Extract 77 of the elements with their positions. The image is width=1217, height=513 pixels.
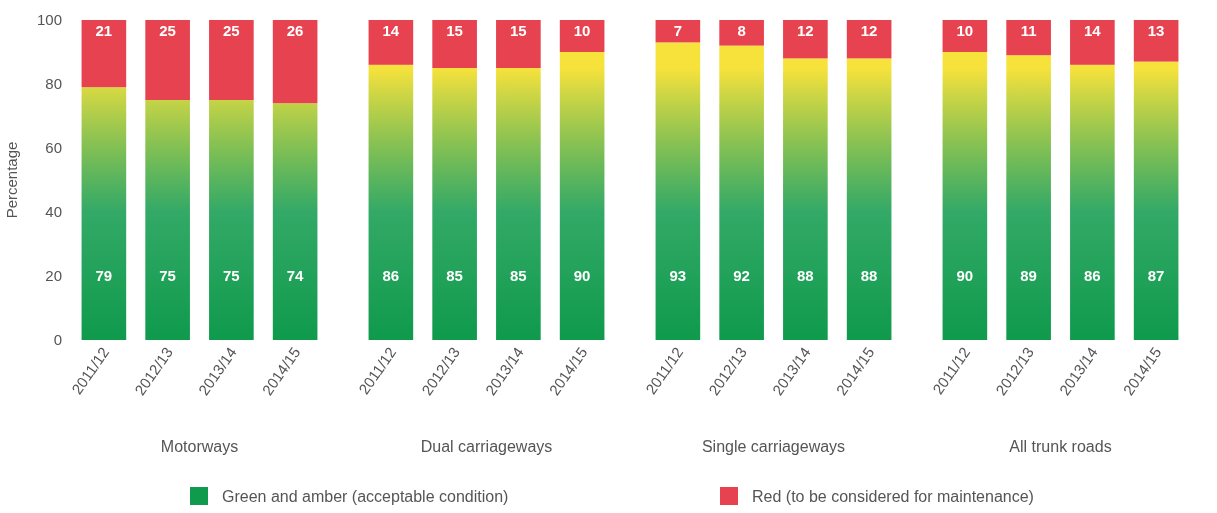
bar xyxy=(942,20,988,52)
bar xyxy=(942,52,988,340)
y-tick-label: 100 xyxy=(36,11,62,28)
data-label: 12 xyxy=(860,22,878,39)
data-label: 26 xyxy=(286,22,304,39)
bar xyxy=(1006,20,1051,56)
bar xyxy=(783,58,828,340)
y-tick-label: 40 xyxy=(45,203,62,220)
bar xyxy=(368,20,414,65)
data-label: 74 xyxy=(286,267,305,284)
data-label: 8 xyxy=(737,22,746,39)
bar xyxy=(846,20,892,59)
data-label: 85 xyxy=(446,267,463,284)
bar xyxy=(272,103,318,340)
x-axis-title: Motorways xyxy=(160,438,239,455)
data-label: 15 xyxy=(510,22,527,39)
bar xyxy=(209,100,254,340)
data-label: 75 xyxy=(159,267,176,284)
x-axis-title: All trunk roads xyxy=(1009,438,1112,455)
data-label: 86 xyxy=(1084,267,1101,284)
bar xyxy=(496,20,541,68)
data-label: 90 xyxy=(956,267,974,284)
data-label: 7 xyxy=(673,22,683,39)
bar xyxy=(81,20,127,88)
data-label: 14 xyxy=(382,22,400,39)
bar xyxy=(655,42,701,340)
legend-label: Red (to be considered for maintenance) xyxy=(752,488,1034,505)
x-axis-title: Dual carriageways xyxy=(420,438,553,455)
y-axis-title: Percentage xyxy=(3,141,20,219)
data-label: 15 xyxy=(446,22,463,39)
bar xyxy=(719,20,764,46)
y-tick-label: 0 xyxy=(53,331,62,348)
bar xyxy=(559,52,605,340)
bar xyxy=(145,20,190,100)
bar xyxy=(559,20,605,52)
data-label: 88 xyxy=(797,267,814,284)
bar xyxy=(1133,20,1179,62)
bar xyxy=(1133,61,1179,340)
data-label: 87 xyxy=(1147,267,1165,284)
y-tick-label: 20 xyxy=(45,267,62,284)
data-label: 89 xyxy=(1020,267,1037,284)
data-label: 93 xyxy=(669,267,687,284)
data-label: 11 xyxy=(1020,22,1037,39)
bar xyxy=(432,20,477,68)
legend-label: Green and amber (acceptable condition) xyxy=(222,488,509,505)
data-label: 75 xyxy=(223,267,240,284)
y-tick-label: 60 xyxy=(45,139,62,156)
bar xyxy=(432,68,477,340)
bar xyxy=(368,64,414,340)
data-label: 79 xyxy=(95,267,113,284)
bar xyxy=(1070,20,1115,65)
bar xyxy=(719,45,764,340)
data-label: 21 xyxy=(95,22,113,39)
data-label: 25 xyxy=(159,22,176,39)
bar xyxy=(209,20,254,100)
data-label: 88 xyxy=(860,267,878,284)
bar xyxy=(1006,55,1051,340)
bar xyxy=(145,100,190,340)
data-label: 14 xyxy=(1084,22,1102,39)
bar xyxy=(846,58,892,340)
data-label: 86 xyxy=(382,267,400,284)
data-label: 90 xyxy=(573,267,591,284)
data-label: 10 xyxy=(573,22,591,39)
data-label: 12 xyxy=(797,22,814,39)
x-axis-title: Single carriageways xyxy=(701,438,846,455)
bar xyxy=(655,20,701,43)
data-label: 92 xyxy=(733,267,750,284)
data-label: 85 xyxy=(510,267,527,284)
bar xyxy=(496,68,541,340)
bar xyxy=(1070,64,1115,340)
data-label: 25 xyxy=(223,22,240,39)
data-label: 10 xyxy=(956,22,974,39)
bar xyxy=(81,87,127,340)
bar xyxy=(272,20,318,104)
bar xyxy=(783,20,828,59)
data-label: 13 xyxy=(1147,22,1165,39)
y-tick-label: 80 xyxy=(45,75,62,92)
